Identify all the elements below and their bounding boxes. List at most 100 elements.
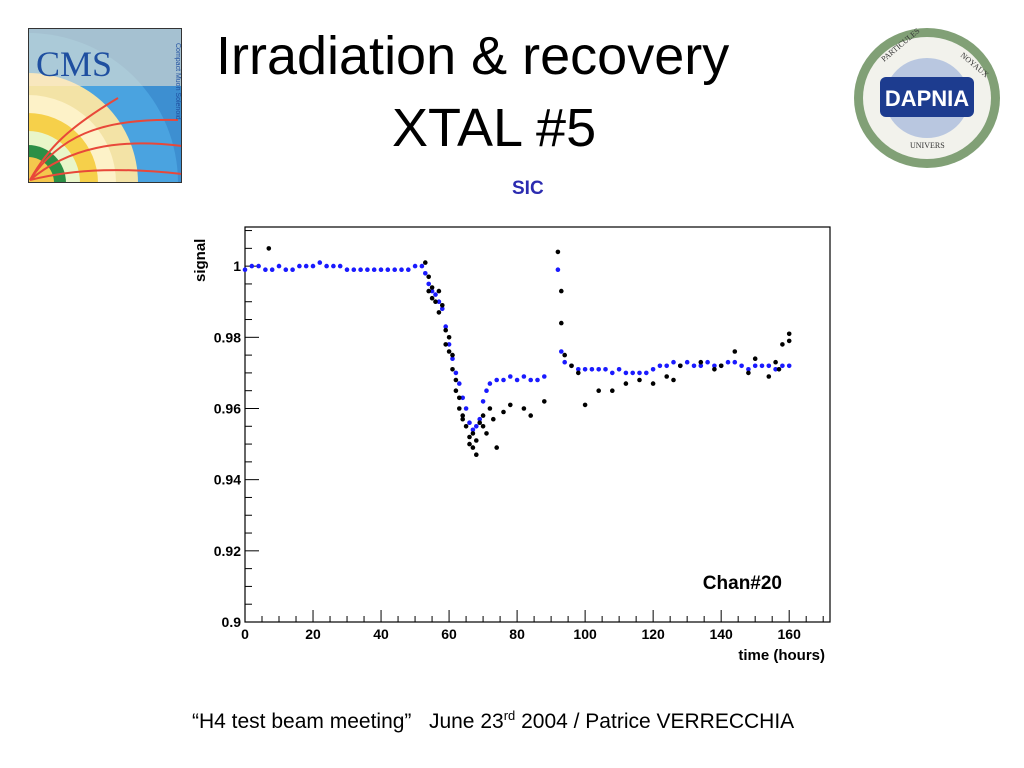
data-point-blue xyxy=(385,267,391,272)
data-point-blue xyxy=(766,363,772,369)
data-point-black xyxy=(576,370,581,376)
data-point-blue xyxy=(310,263,316,269)
data-point-blue xyxy=(263,267,268,272)
data-point-blue xyxy=(698,363,704,369)
data-point-black xyxy=(474,452,479,457)
data-point-black xyxy=(477,420,483,425)
data-point-blue xyxy=(450,356,455,361)
data-point-black xyxy=(766,374,772,379)
data-point-black xyxy=(596,388,601,393)
y-axis-label: signal xyxy=(192,239,209,282)
data-point-black xyxy=(610,388,615,393)
x-tick-label: 20 xyxy=(305,626,321,642)
data-point-blue xyxy=(399,267,404,272)
data-point-black xyxy=(474,438,479,443)
cms-logo-text: CMS xyxy=(36,44,112,84)
data-point-black xyxy=(650,381,656,386)
chart-annotation: Chan#20 xyxy=(703,573,782,594)
y-tick-label: 0.98 xyxy=(214,329,241,345)
data-point-blue xyxy=(705,359,710,365)
data-point-blue xyxy=(671,359,676,365)
x-tick-label: 40 xyxy=(373,626,389,642)
data-point-black xyxy=(467,434,472,440)
x-axis-label: time (hours) xyxy=(738,647,825,664)
data-point-blue xyxy=(463,406,469,411)
data-point-black xyxy=(463,424,469,429)
data-point-blue xyxy=(616,367,622,372)
data-point-blue xyxy=(691,363,697,369)
data-point-blue xyxy=(514,377,520,383)
data-point-blue xyxy=(773,367,778,372)
data-point-blue xyxy=(576,367,581,372)
data-point-blue xyxy=(623,370,629,376)
data-point-blue xyxy=(644,370,649,376)
data-point-black xyxy=(780,342,785,347)
data-point-blue xyxy=(249,263,255,269)
x-tick-label: 60 xyxy=(441,626,457,642)
data-point-blue xyxy=(535,377,540,383)
data-point-blue xyxy=(283,267,289,272)
data-point-black xyxy=(440,303,445,308)
data-point-blue xyxy=(480,399,486,404)
footer-date-pre: June 23 xyxy=(428,710,504,733)
dapnia-logo-text: DAPNIA xyxy=(885,86,969,111)
data-point-black xyxy=(786,338,792,344)
data-point-blue xyxy=(371,267,377,272)
data-point-black xyxy=(450,352,455,358)
data-point-black xyxy=(429,295,435,301)
dapnia-ring-bottom: UNIVERS xyxy=(910,141,945,150)
data-point-black xyxy=(467,441,472,447)
data-point-black xyxy=(470,431,476,436)
data-point-blue xyxy=(725,359,731,365)
plot-frame xyxy=(244,226,831,623)
data-point-black xyxy=(746,370,751,376)
data-point-blue xyxy=(440,306,445,312)
data-point-blue xyxy=(477,416,483,422)
data-point-black xyxy=(542,399,547,404)
data-point-black xyxy=(453,388,459,393)
data-point-black xyxy=(423,260,428,265)
data-point-black xyxy=(460,416,466,422)
data-point-blue xyxy=(256,263,261,269)
data-point-black xyxy=(501,409,506,415)
data-point-blue xyxy=(433,292,438,297)
data-point-blue xyxy=(746,367,751,372)
data-point-blue xyxy=(780,363,785,369)
data-point-blue xyxy=(423,271,428,276)
data-point-black xyxy=(426,288,431,294)
cms-logo-subtext: Compact Muon Solenoid xyxy=(174,43,181,120)
data-point-black xyxy=(569,363,574,369)
dapnia-logo: DAPNIA PARTICULES NOYAUX UNIVERS xyxy=(850,22,1004,172)
data-point-black xyxy=(732,349,738,354)
data-point-blue xyxy=(297,263,302,269)
title-line-1: Irradiation & recovery xyxy=(216,26,730,86)
data-point-black xyxy=(773,359,778,365)
cms-logo: CMS Compact Muon Solenoid xyxy=(28,28,182,183)
y-tick-label: 0.96 xyxy=(214,400,241,416)
data-point-black xyxy=(664,374,669,379)
x-tick-label: 140 xyxy=(709,626,733,642)
data-point-blue xyxy=(429,288,435,294)
data-point-black xyxy=(487,406,493,411)
data-point-black xyxy=(582,402,588,408)
data-point-blue xyxy=(474,424,479,429)
data-point-black xyxy=(718,363,724,369)
data-point-blue xyxy=(317,260,323,265)
slide-subtitle: SIC xyxy=(512,178,544,199)
data-point-blue xyxy=(732,359,738,365)
y-tick-label: 0.9 xyxy=(222,614,242,630)
data-point-black xyxy=(776,367,782,372)
x-tick-label: 120 xyxy=(641,626,665,642)
data-point-blue xyxy=(508,374,513,379)
data-point-blue xyxy=(460,395,466,401)
scatter-chart: 0 20 40 60 80 100 120 140 160 0.9 0.92 0.94 0.96 0.98… xyxy=(180,215,840,670)
data-point-black xyxy=(521,406,527,411)
data-point-black xyxy=(752,356,758,361)
data-point-blue xyxy=(443,324,449,329)
data-point-black xyxy=(446,335,452,340)
data-point-blue xyxy=(351,267,357,272)
data-point-black xyxy=(457,395,462,401)
footer-meeting: “H4 test beam meeting” xyxy=(192,710,412,733)
data-point-blue xyxy=(494,377,500,383)
data-point-blue xyxy=(542,374,547,379)
